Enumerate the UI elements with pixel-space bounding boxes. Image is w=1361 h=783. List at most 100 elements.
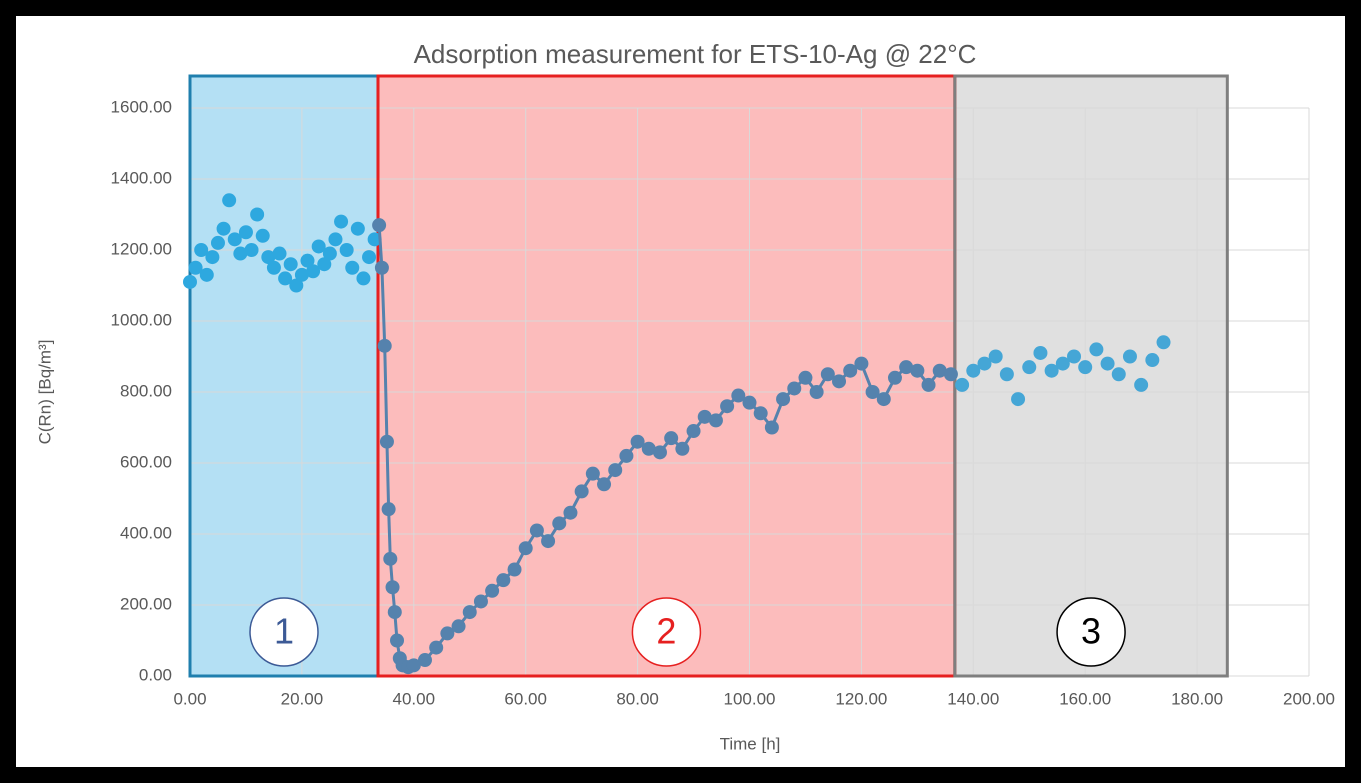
point (429, 640, 444, 655)
point (278, 271, 293, 286)
region-label: 1 (274, 611, 294, 652)
point (417, 653, 432, 668)
point (597, 477, 612, 492)
point (300, 253, 315, 268)
point (608, 463, 623, 478)
point (406, 658, 421, 673)
region (190, 76, 378, 676)
point (328, 232, 343, 247)
point (374, 260, 389, 275)
point (381, 502, 396, 517)
x-tick-label: 20.00 (281, 689, 324, 708)
point (887, 370, 902, 385)
point (227, 232, 242, 247)
x-tick-label: 200.00 (1283, 689, 1335, 708)
x-tick-label: 80.00 (616, 689, 659, 708)
x-tick-label: 40.00 (393, 689, 436, 708)
y-axis-label: C(Rn) [Bq/m³] (35, 340, 54, 445)
point (865, 385, 880, 399)
point (619, 448, 634, 463)
point (955, 377, 970, 392)
point (385, 580, 400, 595)
point (798, 370, 813, 385)
point (630, 434, 645, 449)
y-tick-label: 0.00 (139, 665, 172, 684)
x-tick-label: 60.00 (504, 689, 547, 708)
point (563, 505, 578, 520)
point (641, 441, 656, 456)
point (787, 381, 802, 396)
point (216, 221, 231, 236)
x-tick-label: 180.00 (1171, 689, 1223, 708)
point (664, 431, 679, 446)
point (1055, 356, 1070, 371)
chart-title: Adsorption measurement for ETS-10-Ag @ 2… (414, 39, 977, 69)
point (585, 466, 600, 481)
point (283, 257, 298, 272)
point (485, 583, 500, 598)
point (451, 619, 466, 634)
point (261, 250, 276, 265)
point (383, 551, 398, 566)
point (272, 246, 287, 261)
region-label: 3 (1081, 611, 1101, 652)
x-tick-label: 140.00 (947, 689, 999, 708)
point (708, 413, 723, 428)
point (1089, 342, 1104, 357)
point (675, 441, 690, 456)
point (1011, 392, 1026, 407)
point (899, 360, 914, 375)
y-tick-label: 200.00 (120, 594, 172, 613)
point (910, 363, 925, 378)
point (496, 573, 511, 588)
point (183, 274, 197, 289)
point (932, 363, 947, 378)
x-tick-label: 100.00 (724, 689, 776, 708)
region-badge (1056, 597, 1126, 667)
point (731, 388, 746, 403)
point (552, 516, 567, 531)
point (966, 363, 981, 378)
y-tick-label: 1000.00 (111, 310, 172, 329)
point (507, 562, 522, 577)
point (1122, 349, 1137, 364)
point (210, 235, 225, 250)
point (876, 392, 891, 407)
y-tick-label: 1200.00 (111, 239, 172, 258)
point (379, 434, 394, 449)
y-tick-label: 1600.00 (111, 97, 172, 116)
point (820, 367, 835, 382)
x-tick-label: 120.00 (835, 689, 887, 708)
point (462, 605, 477, 620)
point (473, 594, 488, 609)
point (1078, 360, 1093, 375)
point (1111, 367, 1126, 382)
point (350, 221, 365, 236)
region-label: 2 (656, 611, 676, 652)
point (988, 349, 1003, 364)
point (854, 356, 869, 371)
point (1033, 345, 1048, 360)
y-tick-label: 800.00 (120, 381, 172, 400)
point (776, 392, 791, 407)
x-tick-label: 0.00 (173, 689, 206, 708)
point (238, 225, 253, 240)
point (205, 250, 220, 265)
point (372, 218, 387, 233)
point (377, 338, 392, 353)
x-axis-label: Time [h] (720, 734, 781, 753)
point (697, 409, 712, 424)
point (250, 207, 265, 222)
point (921, 377, 936, 392)
point (306, 264, 321, 279)
point (387, 605, 402, 620)
point (322, 246, 337, 261)
point (317, 257, 332, 272)
point (1145, 353, 1160, 368)
point (1022, 360, 1037, 375)
point (977, 356, 992, 371)
x-tick-label: 160.00 (1059, 689, 1111, 708)
point (1067, 349, 1082, 364)
